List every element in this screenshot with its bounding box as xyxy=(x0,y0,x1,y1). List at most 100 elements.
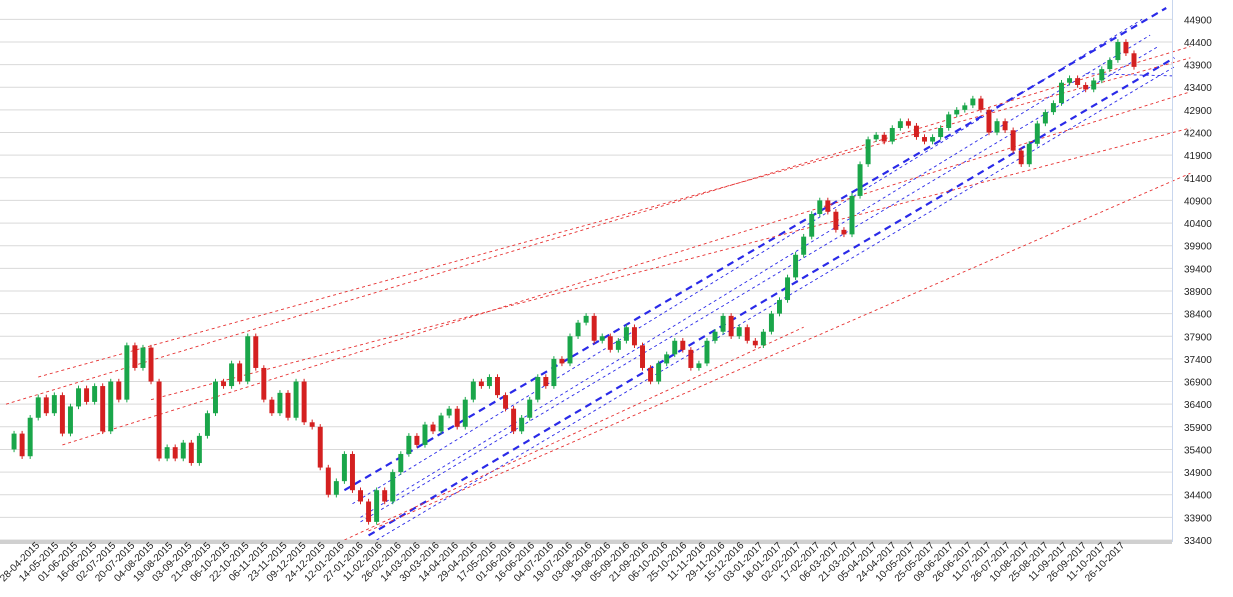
candle-up xyxy=(422,424,428,445)
candle-down xyxy=(833,211,839,230)
candle-up xyxy=(1059,82,1064,104)
candle-up xyxy=(817,200,823,215)
candle-down xyxy=(317,426,323,468)
candle-up xyxy=(970,98,976,106)
candle-down xyxy=(1123,41,1129,54)
candle-up xyxy=(760,331,766,346)
candle-up xyxy=(777,300,782,314)
y-tick-label: 35400 xyxy=(1184,445,1212,456)
candle-up xyxy=(67,406,73,434)
candle-down xyxy=(253,336,259,368)
candle-down xyxy=(261,367,267,400)
candle-up xyxy=(486,377,492,387)
candle-up xyxy=(164,447,170,459)
candle-down xyxy=(591,315,597,341)
y-tick-label: 40400 xyxy=(1184,219,1212,230)
y-tick-label: 41400 xyxy=(1184,174,1212,185)
candle-up xyxy=(599,336,605,341)
y-tick-label: 38900 xyxy=(1184,287,1212,298)
candle-down xyxy=(881,134,887,142)
candle-down xyxy=(382,490,388,502)
candle-up xyxy=(994,121,1000,133)
candle-down xyxy=(156,381,162,459)
candle-down xyxy=(1083,84,1089,90)
candle-down xyxy=(728,315,734,337)
candle-up xyxy=(35,397,41,418)
blue-trend-line xyxy=(360,46,1159,523)
candle-down xyxy=(543,377,549,387)
candle-up xyxy=(946,114,952,128)
candle-down xyxy=(1075,78,1081,85)
candle-down xyxy=(640,345,645,368)
candle-up xyxy=(333,481,339,495)
candle-down xyxy=(688,349,694,368)
candle-up xyxy=(1107,60,1113,70)
candle-up xyxy=(897,121,903,128)
candle-down xyxy=(631,327,637,346)
candle-up xyxy=(204,413,210,436)
candle-up xyxy=(196,435,202,464)
y-tick-label: 40900 xyxy=(1184,196,1212,207)
candle-up xyxy=(341,453,347,482)
candle-up xyxy=(551,358,557,387)
candle-up xyxy=(768,313,774,332)
y-tick-label: 42400 xyxy=(1184,129,1212,140)
candle-down xyxy=(84,388,90,402)
candle-down xyxy=(478,381,484,387)
y-tick-label: 34400 xyxy=(1184,491,1212,502)
candle-up xyxy=(140,347,146,368)
candle-down xyxy=(358,490,363,502)
candle-up xyxy=(229,363,235,387)
candle-up xyxy=(567,336,573,364)
candle-down xyxy=(301,381,307,423)
candle-up xyxy=(583,315,589,323)
candle-up xyxy=(1042,112,1048,124)
candle-up xyxy=(535,377,541,400)
axes xyxy=(0,0,1173,544)
y-tick-label: 44900 xyxy=(1184,15,1212,26)
candle-down xyxy=(1010,130,1016,151)
y-tick-label: 37400 xyxy=(1184,355,1212,366)
candle-down xyxy=(349,453,355,491)
candle-up xyxy=(462,399,468,427)
candle-up xyxy=(1067,78,1073,83)
candle-down xyxy=(430,424,436,432)
candle-down xyxy=(1131,53,1137,67)
y-tick-label: 44400 xyxy=(1184,38,1212,49)
candle-down xyxy=(43,397,49,414)
candle-up xyxy=(446,408,452,416)
y-tick-label: 42900 xyxy=(1184,106,1212,117)
candle-down xyxy=(511,408,517,432)
y-tick-label: 43900 xyxy=(1184,61,1212,72)
candle-up xyxy=(245,336,251,382)
candle-up xyxy=(575,322,581,337)
price-candles xyxy=(11,39,1137,525)
candle-up xyxy=(27,417,33,457)
candle-up xyxy=(1034,123,1040,144)
grid-lines xyxy=(0,18,1172,541)
candle-up xyxy=(938,127,944,138)
candle-up xyxy=(664,354,670,364)
candle-up xyxy=(1115,41,1121,61)
candle-up xyxy=(108,381,114,432)
candle-down xyxy=(188,442,194,464)
candle-up xyxy=(374,490,380,522)
candle-down xyxy=(607,336,613,350)
y-tick-label: 43400 xyxy=(1184,83,1212,94)
candle-down xyxy=(148,347,154,382)
blue-trend-line xyxy=(352,18,1143,505)
candle-up xyxy=(849,195,855,235)
candle-up xyxy=(1050,103,1056,113)
candle-down xyxy=(172,447,178,459)
trend-lines xyxy=(5,7,1191,541)
red-trend-line xyxy=(62,91,1191,446)
candle-down xyxy=(744,327,750,341)
candle-up xyxy=(793,254,799,278)
candle-down xyxy=(752,340,758,346)
candle-down xyxy=(680,340,686,350)
candle-down xyxy=(1002,121,1008,131)
red-trend-line xyxy=(38,57,1191,378)
candle-down xyxy=(454,408,460,427)
candle-up xyxy=(92,386,98,402)
candle-up xyxy=(873,134,879,140)
